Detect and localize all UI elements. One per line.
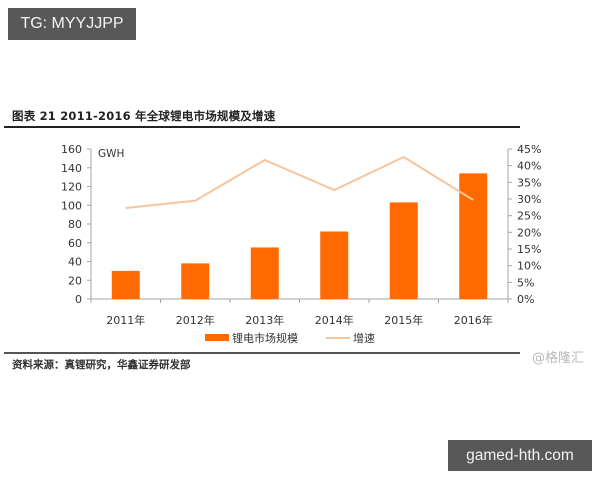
right-axis-tick-label: 20% — [517, 226, 541, 239]
source-note: 资料来源：真锂研究，华鑫证券研发部 — [12, 359, 191, 371]
legend-bar-swatch — [205, 334, 229, 341]
growth-line — [125, 155, 474, 209]
legend-line-label: 增速 — [353, 331, 375, 345]
bottom-tag: gamed-hth.com — [448, 440, 592, 471]
x-axis-tick-label: 2015年 — [384, 313, 423, 327]
right-axis-tick-label: 25% — [517, 210, 541, 223]
source-divider — [4, 352, 520, 354]
bar — [389, 202, 418, 299]
left-axis-tick-label: 0 — [75, 293, 82, 306]
bar — [320, 231, 349, 299]
left-axis-tick-label: 120 — [61, 181, 82, 194]
x-axis-tick-label: 2011年 — [106, 313, 145, 327]
legend-bar-label: 锂电市场规模 — [232, 331, 298, 345]
bar — [250, 247, 279, 299]
left-axis-tick-label: 140 — [61, 162, 82, 175]
bar-series — [111, 173, 488, 299]
left-axis-tick-label: 160 — [61, 143, 82, 156]
left-axis-tick-label: 20 — [68, 274, 82, 287]
right-axis-tick-label: 5% — [517, 276, 534, 289]
legend: 锂电市场规模 增速 — [205, 331, 375, 345]
right-axis-tick-label: 10% — [517, 260, 541, 273]
x-axis: 2011年 2012年 2013年 2014年 2015年 2016年 — [90, 298, 509, 327]
bar — [111, 270, 140, 299]
left-axis-tick-label: 100 — [61, 199, 82, 212]
right-axis-tick-label: 35% — [517, 176, 541, 189]
right-axis: 0% 5% 10% 15% 20% 25% 30% 35% 40% 45% — [507, 143, 541, 306]
x-axis-tick-label: 2013年 — [245, 313, 284, 327]
figure-title: 图表 21 2011-2016 年全球锂电市场规模及增速 — [12, 109, 276, 123]
x-axis-tick-label: 2012年 — [176, 313, 215, 327]
bar — [181, 263, 210, 299]
y-axis-unit-label: GWH — [98, 148, 124, 160]
right-axis-tick-label: 15% — [517, 243, 541, 256]
right-axis-tick-label: 45% — [517, 143, 541, 156]
left-axis-tick-label: 40 — [68, 256, 82, 269]
top-tag: TG: MYYJJPP — [8, 8, 136, 40]
x-axis-tick-label: 2016年 — [454, 313, 493, 327]
left-axis: 0 20 40 60 80 100 120 140 160 — [61, 143, 92, 306]
x-axis-tick-label: 2014年 — [315, 313, 354, 327]
left-axis-tick-label: 60 — [68, 237, 82, 250]
title-divider — [4, 126, 520, 128]
right-axis-tick-label: 40% — [517, 160, 541, 173]
right-axis-tick-label: 30% — [517, 193, 541, 206]
bar — [459, 173, 488, 299]
right-axis-tick-label: 0% — [517, 293, 534, 306]
left-axis-tick-label: 80 — [68, 218, 82, 231]
watermark: @格隆汇 — [532, 351, 585, 366]
